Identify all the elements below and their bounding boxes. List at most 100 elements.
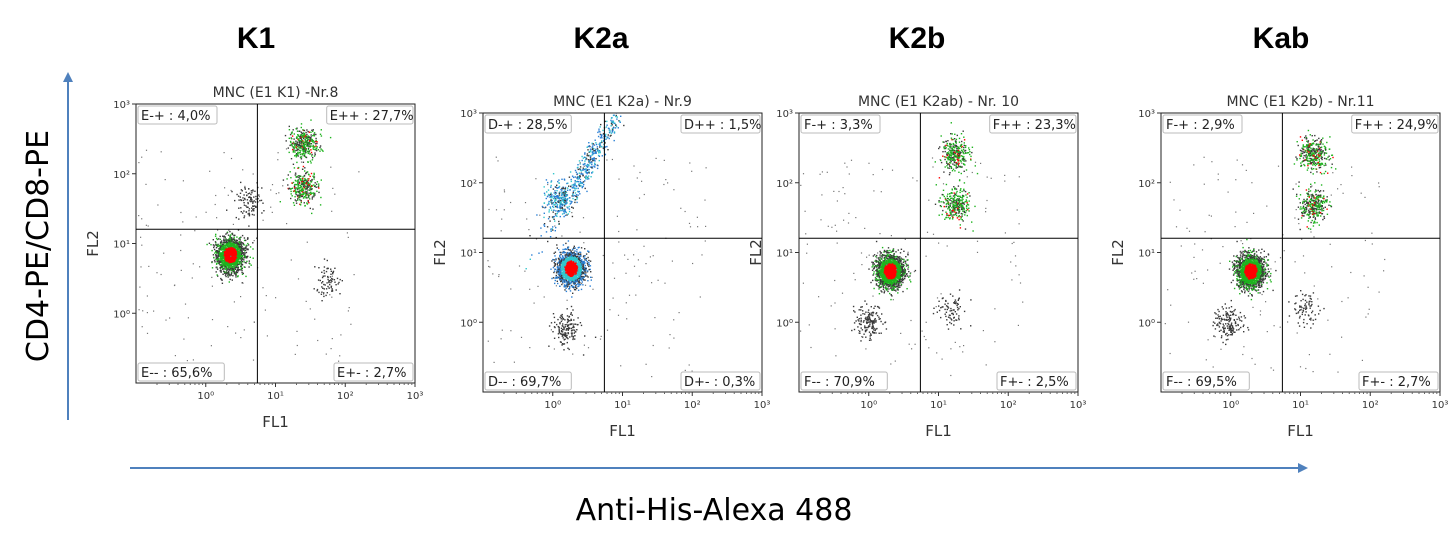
- scatter-point: [233, 253, 235, 255]
- scatter-point: [560, 251, 562, 254]
- scatter-point: [229, 240, 231, 242]
- scatter-point: [525, 268, 527, 270]
- scatter-point: [571, 271, 573, 273]
- scatter-point: [572, 190, 575, 192]
- scatter-point: [195, 216, 197, 218]
- scatter-point: [577, 283, 579, 285]
- scatter-point: [224, 274, 227, 276]
- scatter-point: [559, 264, 561, 266]
- scatter-point: [570, 251, 572, 254]
- scatter-point: [252, 173, 254, 175]
- scatter-point: [567, 257, 569, 260]
- scatter-point: [303, 180, 305, 183]
- scatter-point: [300, 186, 302, 188]
- scatter-point: [586, 260, 588, 263]
- scatter-point: [294, 174, 296, 176]
- scatter-point: [305, 178, 307, 181]
- scatter-point: [220, 270, 222, 272]
- scatter-point: [562, 275, 564, 277]
- scatter-point: [580, 269, 583, 271]
- scatter-point: [564, 285, 566, 287]
- scatter-point: [316, 141, 318, 143]
- scatter-point: [572, 271, 574, 273]
- scatter-point: [562, 282, 564, 284]
- scatter-point: [568, 278, 570, 280]
- scatter-point: [218, 249, 220, 252]
- scatter-point: [211, 261, 213, 263]
- scatter-point: [308, 145, 310, 147]
- scatter-point: [604, 120, 606, 123]
- scatter-point: [314, 182, 316, 184]
- scatter-point: [243, 266, 245, 268]
- scatter-point: [254, 190, 256, 192]
- scatter-point: [597, 164, 599, 167]
- scatter-point: [589, 158, 592, 160]
- panel-title: MNC (E1 K2a) - Nr.9: [553, 94, 692, 110]
- scatter-point: [252, 257, 254, 259]
- scatter-point: [569, 286, 571, 289]
- scatter-point: [222, 273, 224, 275]
- scatter-point: [248, 215, 251, 217]
- scatter-point: [586, 169, 589, 171]
- scatter-point: [233, 271, 235, 273]
- scatter-point: [235, 332, 237, 334]
- scatter-point: [571, 256, 573, 258]
- scatter-point: [604, 153, 607, 156]
- scatter-point: [240, 263, 243, 265]
- scatter-point: [301, 188, 303, 190]
- scatter-point: [311, 198, 313, 200]
- scatter-point: [577, 280, 579, 282]
- scatter-point: [309, 160, 312, 162]
- scatter-point: [541, 205, 544, 208]
- scatter-point: [314, 266, 316, 268]
- scatter-point: [309, 137, 311, 139]
- scatter-point: [307, 178, 309, 180]
- scatter-point: [232, 243, 234, 245]
- scatter-point: [248, 210, 250, 212]
- scatter-point: [218, 248, 220, 250]
- scatter-point: [230, 240, 233, 242]
- scatter-point: [221, 255, 224, 257]
- scatter-point: [558, 268, 560, 270]
- scatter-point: [293, 143, 295, 145]
- scatter-point: [304, 135, 306, 137]
- scatter-point: [552, 188, 555, 190]
- scatter-point: [561, 262, 564, 265]
- scatter-point: [586, 262, 589, 264]
- scatter-point: [572, 266, 574, 269]
- scatter-point: [302, 192, 304, 194]
- scatter-point: [301, 182, 303, 184]
- scatter-point: [243, 248, 245, 251]
- scatter-point: [310, 192, 312, 194]
- scatter-point: [313, 142, 315, 144]
- scatter-point: [592, 145, 594, 147]
- scatter-point: [287, 147, 289, 149]
- scatter-point: [569, 271, 571, 273]
- scatter-point: [303, 137, 305, 140]
- scatter-point: [270, 189, 272, 191]
- scatter-point: [223, 242, 225, 244]
- scatter-point: [246, 194, 248, 196]
- scatter-point: [558, 210, 560, 212]
- scatter-point: [550, 192, 552, 194]
- scatter-point: [243, 194, 245, 196]
- scatter-point: [545, 231, 548, 233]
- scatter-point: [312, 134, 314, 137]
- scatter-point: [560, 278, 563, 281]
- scatter-point: [321, 149, 323, 151]
- scatter-point: [299, 153, 302, 156]
- scatter-point: [291, 143, 293, 145]
- scatter-point: [241, 242, 243, 244]
- scatter-point: [334, 193, 336, 195]
- scatter-point: [560, 272, 562, 275]
- scatter-point: [331, 338, 333, 340]
- scatter-point: [579, 270, 581, 272]
- scatter-point: [566, 182, 568, 185]
- scatter-point: [590, 279, 592, 281]
- scatter-point: [299, 134, 302, 136]
- scatter-point: [589, 161, 591, 163]
- scatter-point: [569, 189, 571, 191]
- scatter-point: [243, 239, 246, 242]
- scatter-point: [565, 276, 568, 279]
- scatter-point: [305, 197, 307, 199]
